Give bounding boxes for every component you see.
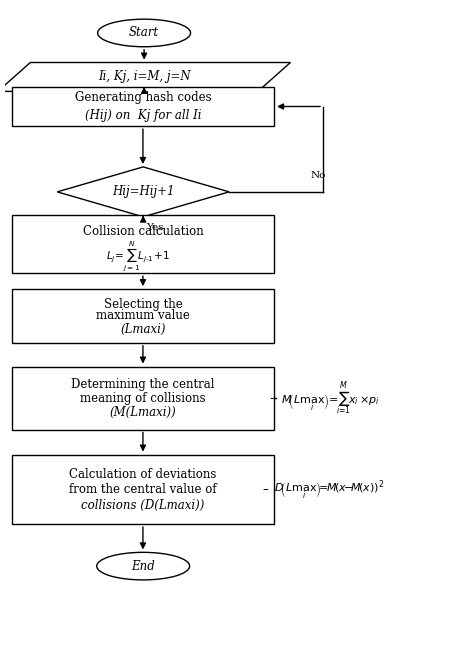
Ellipse shape	[97, 552, 190, 580]
FancyBboxPatch shape	[12, 216, 274, 273]
Text: $L_j\!=\!\sum_{j=1}^{N}\!L_{j\text{-}1}\!+\!1$: $L_j\!=\!\sum_{j=1}^{N}\!L_{j\text{-}1}\…	[107, 239, 170, 273]
Text: –: –	[270, 391, 275, 405]
FancyBboxPatch shape	[12, 289, 274, 343]
Text: collisions (D(Lmaxi)): collisions (D(Lmaxi))	[81, 498, 205, 512]
Polygon shape	[57, 167, 229, 217]
Text: Generating hash codes: Generating hash codes	[74, 92, 211, 105]
Text: maximum value: maximum value	[96, 310, 190, 322]
Text: End: End	[131, 559, 155, 573]
FancyBboxPatch shape	[12, 87, 274, 126]
Text: Determining the central: Determining the central	[71, 379, 215, 391]
Text: Start: Start	[129, 26, 159, 40]
Text: meaning of collisions: meaning of collisions	[80, 391, 206, 405]
Text: No: No	[310, 171, 326, 180]
Text: (Hij) on  Kj for all Ii: (Hij) on Kj for all Ii	[85, 109, 201, 121]
Text: Selecting the: Selecting the	[103, 297, 182, 311]
Text: $D\!\left(L\max_i\right)\!=\!M\!\left(x\!-\!M\!\left(x\right)\right)^2$: $D\!\left(L\max_i\right)\!=\!M\!\left(x\…	[274, 479, 384, 503]
Text: $M\!\left(L\max_i\right)=\!\sum_{i=1}^{M}\!x_i\!\times\! p_i$: $M\!\left(L\max_i\right)=\!\sum_{i=1}^{M…	[281, 381, 380, 418]
Text: Ii, Kj, i=M, j=N: Ii, Kj, i=M, j=N	[98, 70, 191, 84]
Text: Collision calculation: Collision calculation	[82, 225, 203, 238]
FancyBboxPatch shape	[12, 366, 274, 429]
Text: (M(Lmaxi)): (M(Lmaxi))	[109, 406, 176, 419]
Text: (Lmaxi): (Lmaxi)	[120, 322, 166, 336]
Text: Hij=Hij+1: Hij=Hij+1	[112, 186, 174, 198]
Text: Calculation of deviations: Calculation of deviations	[69, 468, 217, 481]
FancyBboxPatch shape	[12, 454, 274, 524]
Text: from the central value of: from the central value of	[69, 483, 217, 496]
Ellipse shape	[98, 19, 191, 47]
Text: Yes: Yes	[146, 223, 164, 232]
Text: –: –	[263, 483, 269, 496]
Polygon shape	[0, 62, 291, 91]
